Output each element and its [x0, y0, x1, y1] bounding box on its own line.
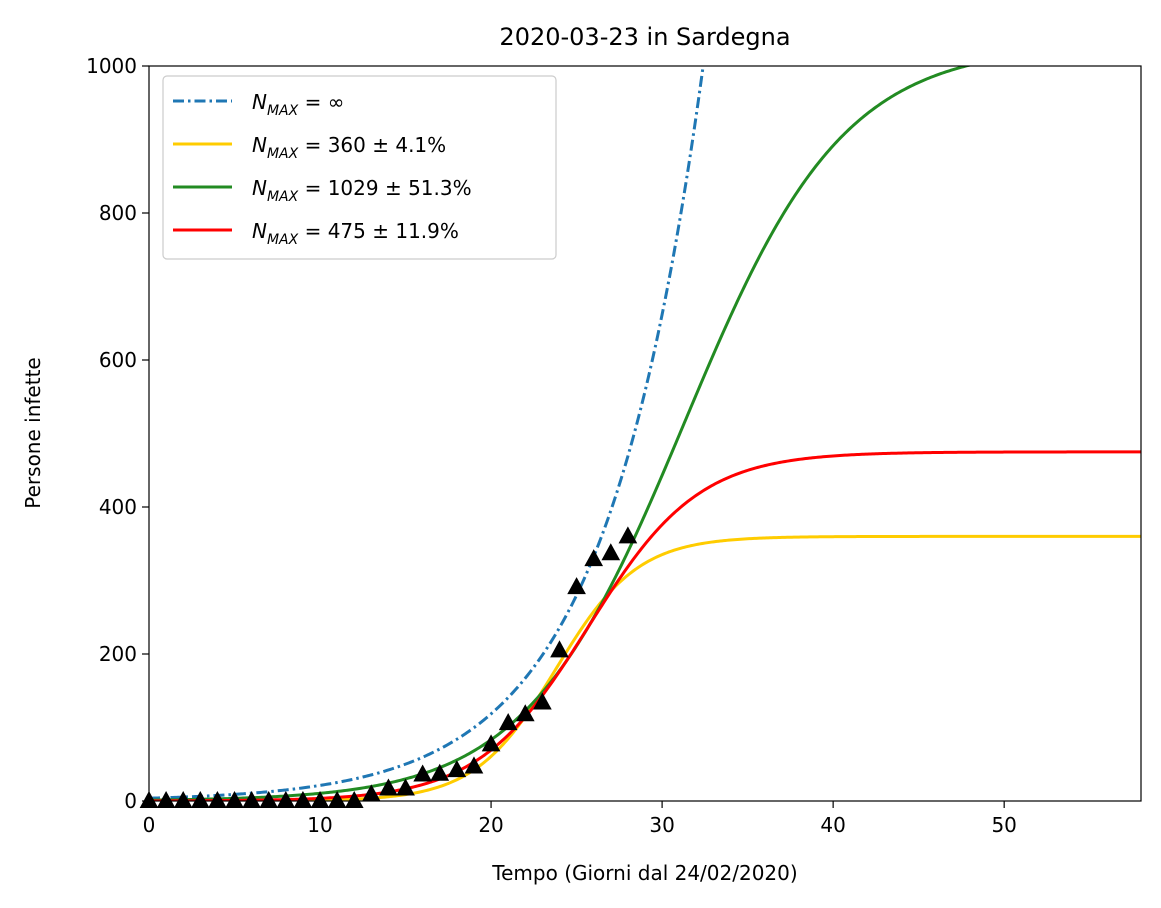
legend-label-2: NMAX = 360 ± 4.1% [252, 133, 446, 162]
observed-point [396, 778, 415, 796]
observed-point [498, 713, 518, 731]
y-tick-label: 600 [99, 348, 137, 372]
observed-point [447, 760, 467, 778]
observed-point [225, 790, 244, 808]
observed-point [515, 704, 535, 722]
observed-point [259, 790, 279, 808]
series-line-3 [149, 66, 973, 801]
legend-label-4: NMAX = 475 ± 11.9% [252, 219, 459, 248]
observed-markers [139, 526, 638, 808]
y-axis-label: Persone infette [21, 357, 45, 508]
legend: NMAX = ∞ NMAX = 360 ± 4.1% NMAX = 1029 ± 5… [162, 75, 557, 260]
observed-point [173, 790, 193, 808]
observed-point [481, 734, 501, 752]
x-axis-label: Tempo (Giorni dal 24/02/2020) [491, 861, 797, 885]
y-axis-ticks: 0 200 400 600 800 1000 [86, 54, 149, 813]
observed-point [464, 756, 484, 774]
observed-point [344, 790, 364, 808]
observed-point [550, 640, 569, 658]
x-tick-label: 50 [991, 813, 1016, 837]
observed-point [379, 778, 398, 796]
legend-label-3: NMAX = 1029 ± 51.3% [252, 176, 472, 205]
observed-point [413, 764, 433, 782]
y-tick-label: 400 [99, 495, 137, 519]
series-layer [149, 66, 1141, 801]
plot-frame [148, 65, 1142, 802]
y-tick-label: 0 [124, 789, 137, 813]
observed-point [533, 692, 552, 710]
x-tick-label: 30 [649, 813, 674, 837]
x-tick-label: 40 [820, 813, 845, 837]
legend-label-1: NMAX = ∞ [252, 90, 344, 119]
observed-point [584, 549, 604, 567]
observed-point [327, 790, 347, 808]
observed-point [618, 526, 638, 544]
observed-point [567, 577, 586, 595]
series-line-4 [149, 450, 1141, 801]
chart-title: 2020-03-23 in Sardegna [499, 23, 790, 51]
y-tick-label: 800 [99, 201, 137, 225]
series-line-2 [149, 534, 1141, 801]
observed-point [276, 790, 296, 808]
x-tick-label: 0 [143, 813, 156, 837]
observed-point [156, 790, 176, 808]
y-tick-label: 1000 [86, 54, 137, 78]
legend-box [162, 75, 557, 260]
x-tick-label: 10 [307, 813, 332, 837]
observed-point [293, 790, 313, 808]
observed-point [242, 790, 261, 808]
observed-point [430, 763, 450, 781]
y-tick-label: 200 [99, 642, 137, 666]
x-tick-label: 20 [478, 813, 503, 837]
series-line-1 [149, 66, 705, 800]
observed-point [190, 790, 210, 808]
observed-point [208, 790, 227, 808]
x-axis-ticks: 0 10 20 30 40 50 [143, 801, 1017, 837]
observed-point [601, 543, 621, 561]
